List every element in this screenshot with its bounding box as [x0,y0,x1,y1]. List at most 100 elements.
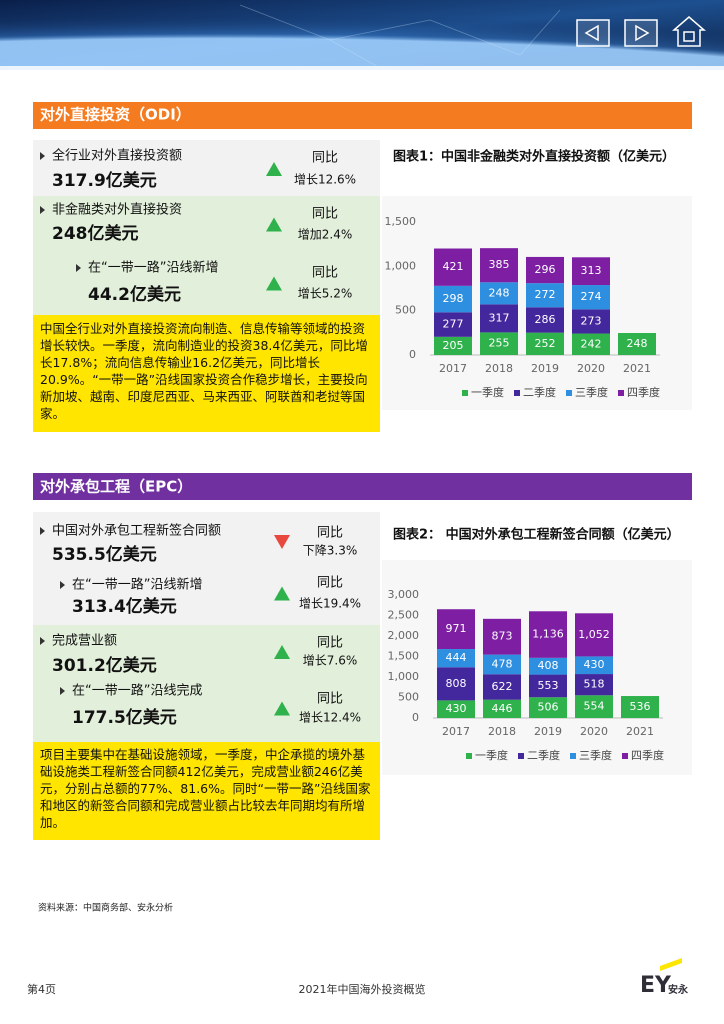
y-tick-label: 2,000 [388,629,420,642]
section-bar [33,102,692,129]
up-arrow [266,276,282,291]
item-label: 在“一带一路”沿线完成 [72,683,202,699]
item-value: 248亿美元 [52,223,139,244]
bar-segment [483,654,521,675]
legend-swatch [518,753,524,759]
x-tick-label: 2017 [442,725,470,738]
bar-segment [529,697,567,718]
home-button[interactable] [671,16,707,47]
up-arrow [274,586,290,601]
value-label: 1,136 [532,628,564,641]
item-change: 增长7.6% [303,654,358,668]
legend-swatch [618,390,624,396]
bar-segment [434,248,472,286]
bar-segment [480,282,518,305]
y-tick-label: 1,500 [385,215,417,228]
y-tick-label: 1,000 [388,670,420,683]
legend-swatch [466,753,472,759]
legend-swatch [570,753,576,759]
bar-segment [434,285,472,313]
bar-segment [572,285,610,310]
item-change: 增长5.2% [298,287,353,301]
item-change: 增长12.4% [299,711,361,725]
bar-segment [529,674,567,698]
item-label: 完成营业额 [52,634,117,649]
value-label: 444 [446,651,467,664]
item-compare: 同比 [317,576,343,591]
item-compare: 同比 [317,692,343,707]
bar-segment [621,696,659,718]
x-tick-label: 2018 [488,725,516,738]
item-value: 44.2亿美元 [88,284,181,305]
bar-segment [572,333,610,355]
item-value: 301.2亿美元 [52,655,157,676]
bar-segment [526,307,564,333]
legend-label: 二季度 [523,385,556,399]
next-button[interactable] [624,19,658,47]
value-label: 252 [535,337,556,350]
legend-label: 四季度 [631,748,664,762]
item-label: 全行业对外直接投资额 [52,148,182,164]
bar-segment [480,248,518,283]
value-label: 873 [492,630,513,643]
value-label: 408 [538,659,559,672]
x-tick-label: 2017 [439,362,467,375]
row-bg [33,625,380,742]
row-bg [33,512,380,625]
legend-label: 一季度 [475,748,508,762]
up-arrow [266,162,282,176]
bullet [60,581,65,589]
item-compare: 同比 [317,526,343,541]
bar-segment [575,613,613,657]
up-arrow [274,645,290,659]
page-number: 第4页 [27,982,56,996]
y-tick-label: 0 [409,348,416,361]
value-label: 248 [627,337,648,350]
bullet [40,152,45,160]
value-label: 255 [489,337,510,350]
item-label: 在“一带一路”沿线新增 [72,577,202,593]
item-compare: 同比 [312,207,338,222]
bar-segment [434,336,472,355]
item-compare: 同比 [317,636,343,651]
value-label: 205 [443,339,464,352]
chart-title: 图表2： 中国对外承包工程新签合同额（亿美元） [393,527,680,543]
legend-label: 二季度 [527,748,560,762]
value-label: 430 [446,702,467,715]
value-label: 313 [581,264,602,277]
banner-glow [0,0,724,70]
row-bg [33,140,380,196]
legend-label: 四季度 [627,385,660,399]
item-value: 535.5亿美元 [52,544,157,565]
item-value: 177.5亿美元 [72,707,177,728]
y-tick-label: 1,500 [388,650,420,663]
item-label: 非金融类对外直接投资 [52,202,182,218]
prev-button[interactable] [576,19,610,47]
y-tick-label: 500 [398,691,419,704]
bar-segment [434,312,472,337]
legend-swatch [514,390,520,396]
y-tick-label: 3,000 [388,588,420,601]
item-change: 增长19.4% [299,597,361,611]
value-label: 808 [446,677,467,690]
value-label: 277 [443,318,464,331]
x-tick-label: 2019 [534,725,562,738]
bar-segment [480,332,518,355]
value-label: 554 [584,700,605,713]
bullet [40,527,45,535]
bar-segment [437,667,475,701]
x-tick-label: 2020 [580,725,608,738]
value-label: 430 [584,658,605,671]
item-change: 增长12.6% [294,173,356,187]
source: 资料来源：中国商务部、安永分析 [38,902,173,914]
banner-edge [0,66,724,70]
up-arrow [266,217,282,232]
legend-swatch [622,753,628,759]
bar-segment [526,283,564,308]
value-label: 286 [535,313,556,326]
banner-network [239,4,561,69]
bar-segment [437,609,475,650]
value-label: 242 [581,337,602,350]
note-bg [33,742,380,840]
up-arrow [274,701,290,716]
